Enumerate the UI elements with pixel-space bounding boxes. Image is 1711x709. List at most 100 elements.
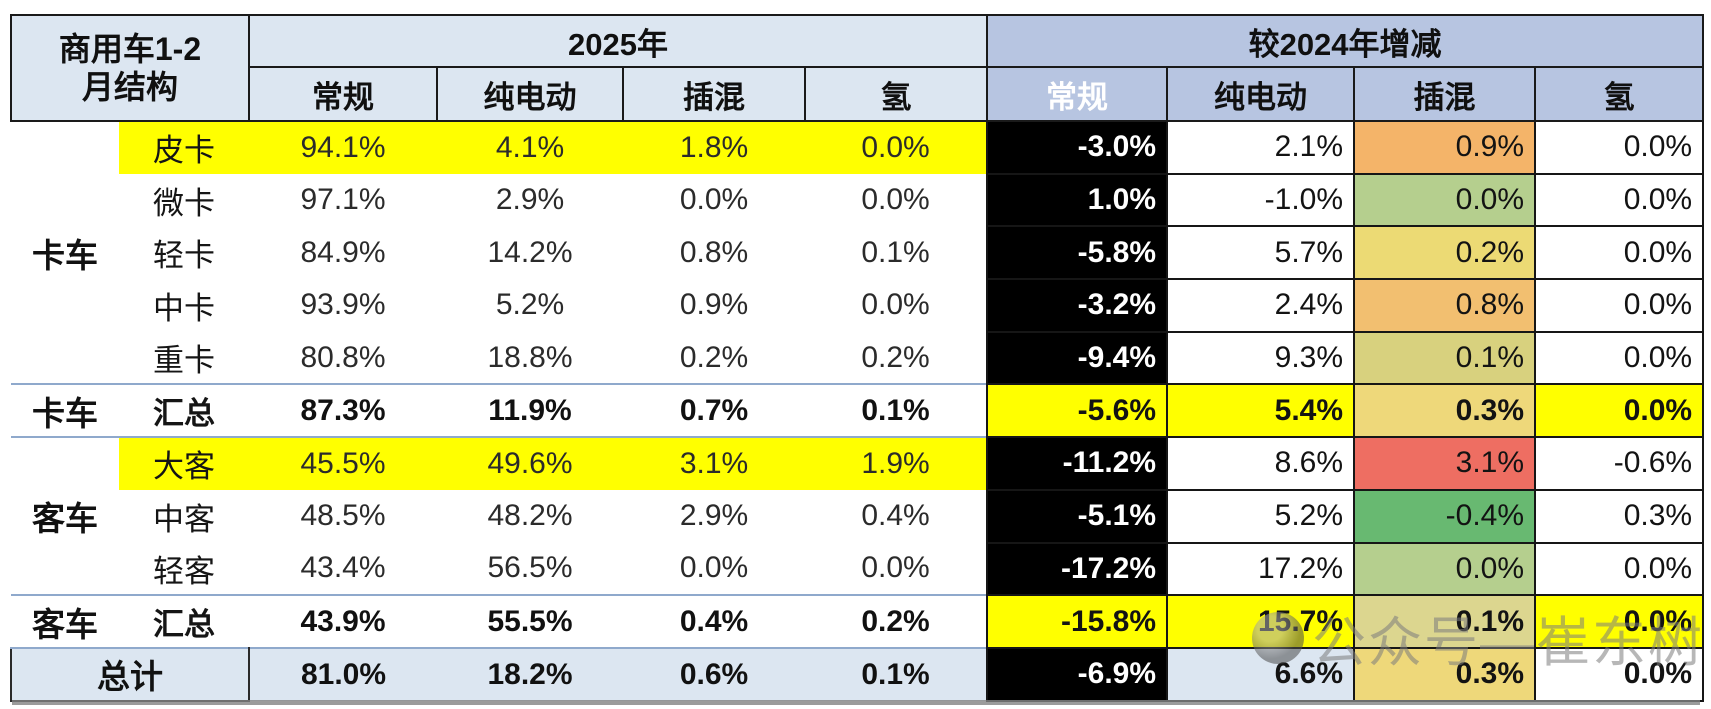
row-label-cell: 中客	[153, 501, 215, 537]
group-label-cell: 卡车	[32, 236, 98, 274]
subcolumn-header-y2025-3: 氢	[804, 66, 989, 122]
y2025-value-cell: 3.1%	[623, 436, 806, 490]
group-label-cell	[11, 543, 119, 596]
vs2024-value-cell: -5.1%	[986, 488, 1169, 544]
y2025-value-cell: 0.2%	[805, 594, 988, 648]
vs2024-value-cell: 3.1%	[1353, 436, 1537, 491]
y2025-value-cell: 0.1%	[861, 235, 930, 269]
y2025-value-cell: 80.8%	[300, 340, 386, 374]
table-row: 皮卡 94.1% 4.1% 1.8% 0.0% -3.0% 2.1% 0.9% 0.0%	[11, 120, 1705, 175]
y2025-value-cell: 1.8%	[623, 121, 806, 174]
vs2024-value-cell: -5.6%	[986, 383, 1169, 439]
y2025-value-cell: 43.4%	[300, 551, 386, 585]
y2025-value-cell: 1.9%	[805, 436, 988, 490]
row-label-cell: 大客	[119, 436, 250, 490]
table-row: 卡车 汇总 87.3% 11.9% 0.7% 0.1% -5.6% 5.4% 0.3% 0.0%	[11, 383, 1705, 439]
vs2024-value-cell: 0.0%	[1534, 120, 1705, 175]
y2025-value-cell: 0.4%	[861, 499, 930, 533]
group-label-cell	[11, 174, 119, 227]
vs2024-value-cell: 1.0%	[986, 172, 1169, 228]
table-title-line1: 商用车1-2	[58, 30, 202, 67]
vs2024-value-cell: 17.2%	[1166, 541, 1356, 597]
y2025-value-cell: 0.0%	[805, 121, 988, 174]
y2025-value-cell: 56.5%	[487, 551, 573, 585]
vs2024-value-cell: 0.0%	[1534, 225, 1705, 281]
vs2024-value-cell: 0.9%	[1353, 120, 1537, 175]
y2025-value-cell: 43.9%	[249, 594, 438, 648]
vs2024-value-cell: 6.6%	[1166, 646, 1356, 702]
vs2024-value-cell: 0.0%	[1534, 278, 1705, 333]
y2025-value-cell: 0.0%	[679, 183, 749, 217]
row-label-cell: 皮卡	[119, 121, 250, 174]
group-label-cell	[11, 121, 119, 174]
y2025-value-cell: 0.4%	[623, 594, 806, 648]
group-label-cell	[11, 436, 119, 490]
vs2024-value-cell: 5.7%	[1166, 225, 1356, 281]
y2025-value-cell: 0.0%	[861, 288, 930, 322]
row-label-cell: 微卡	[153, 185, 215, 221]
column-group-vs2024: 较2024年增减	[986, 14, 1705, 68]
y2025-value-cell: 0.2%	[679, 340, 749, 374]
y2025-value-cell: 87.3%	[249, 383, 438, 438]
vs2024-value-cell: 0.0%	[1353, 172, 1537, 228]
table-row: 重卡 80.8% 18.8% 0.2% 0.2% -9.4% 9.3% 0.1% 0.0%	[11, 330, 1705, 386]
table-row: 大客 45.5% 49.6% 3.1% 1.9% -11.2% 8.6% 3.1% -0.6%	[11, 436, 1705, 491]
y2025-value-cell: 4.1%	[437, 121, 624, 174]
column-group-2025: 2025年	[248, 14, 989, 68]
y2025-value-cell: 5.2%	[495, 288, 565, 322]
table-row: 卡车 轻卡 84.9% 14.2% 0.8% 0.1% -5.8% 5.7% 0.2% 0.0%	[11, 225, 1705, 281]
vs2024-value-cell: 0.0%	[1534, 330, 1705, 386]
y2025-value-cell: 18.2%	[437, 646, 624, 701]
y2025-value-cell: 97.1%	[300, 183, 386, 217]
vs2024-value-cell: 0.0%	[1534, 594, 1705, 649]
vs2024-value-cell: 5.4%	[1166, 383, 1356, 439]
y2025-value-cell: 55.5%	[437, 594, 624, 648]
vs2024-value-cell: -6.9%	[986, 646, 1169, 702]
vs2024-value-cell: 0.0%	[1353, 541, 1537, 597]
y2025-value-cell: 0.9%	[679, 288, 749, 322]
row-label-cell: 重卡	[153, 343, 215, 379]
y2025-value-cell: 45.5%	[249, 436, 438, 490]
vs2024-value-cell: -3.0%	[986, 120, 1169, 175]
vs2024-value-cell: 2.4%	[1166, 278, 1356, 333]
y2025-value-cell: 48.5%	[300, 499, 386, 533]
y2025-value-cell: 14.2%	[487, 235, 573, 269]
subcolumn-header-vs2024-0: 常规	[986, 66, 1169, 122]
vs2024-value-cell: 0.0%	[1534, 646, 1705, 702]
subcolumn-header-y2025-1: 纯电动	[436, 66, 625, 122]
row-label-cell: 中卡	[153, 290, 215, 326]
y2025-value-cell: 84.9%	[300, 235, 386, 269]
subcolumn-header-y2025-0: 常规	[248, 66, 439, 122]
vs2024-value-cell: -0.6%	[1534, 436, 1705, 491]
vs2024-value-cell: 0.3%	[1353, 646, 1537, 702]
total-label-cell: 总计	[9, 646, 251, 702]
cv-structure-table: 商用车1-2 月结构 2025年 较2024年增减 常规 纯电动 插混氢常规 纯电动插…	[9, 14, 1705, 702]
vs2024-value-cell: -5.8%	[986, 225, 1169, 281]
vs2024-value-cell: 0.8%	[1353, 278, 1537, 333]
vs2024-value-cell: 0.3%	[1353, 383, 1537, 439]
y2025-value-cell: 0.1%	[805, 646, 988, 701]
group-label-cell	[11, 332, 119, 385]
vs2024-value-cell: 0.3%	[1534, 488, 1705, 544]
table-bottom-edge	[12, 700, 1700, 705]
vs2024-value-cell: 8.6%	[1166, 436, 1356, 491]
y2025-value-cell: 49.6%	[437, 436, 624, 490]
vs2024-value-cell: 0.0%	[1534, 172, 1705, 228]
vs2024-value-cell: -0.4%	[1353, 488, 1537, 544]
subcolumn-header-vs2024-1: 纯电动	[1166, 66, 1356, 122]
subcolumn-header-vs2024-2: 插混	[1353, 66, 1537, 122]
table-row: 总计 81.0% 18.2% 0.6% 0.1% -6.9% 6.6% 0.3% 0.0%	[9, 646, 1705, 702]
row-label-cell: 汇总	[119, 594, 250, 648]
vs2024-value-cell: 0.1%	[1353, 330, 1537, 386]
row-label-cell: 轻客	[153, 553, 215, 589]
vs2024-value-cell: 15.7%	[1166, 594, 1356, 649]
vs2024-value-cell: -15.8%	[986, 594, 1169, 649]
group-label-cell	[11, 279, 119, 332]
subcolumn-header-y2025-2: 插混	[622, 66, 807, 122]
y2025-value-cell: 93.9%	[300, 288, 386, 322]
y2025-value-cell: 0.0%	[861, 551, 930, 585]
group-label-cell: 客车	[32, 500, 98, 538]
y2025-value-cell: 0.8%	[679, 235, 749, 269]
table-row: 客车 中客 48.5% 48.2% 2.9% 0.4% -5.1% 5.2% -0.4% 0.3%	[11, 488, 1705, 544]
vs2024-value-cell: 0.0%	[1534, 541, 1705, 597]
